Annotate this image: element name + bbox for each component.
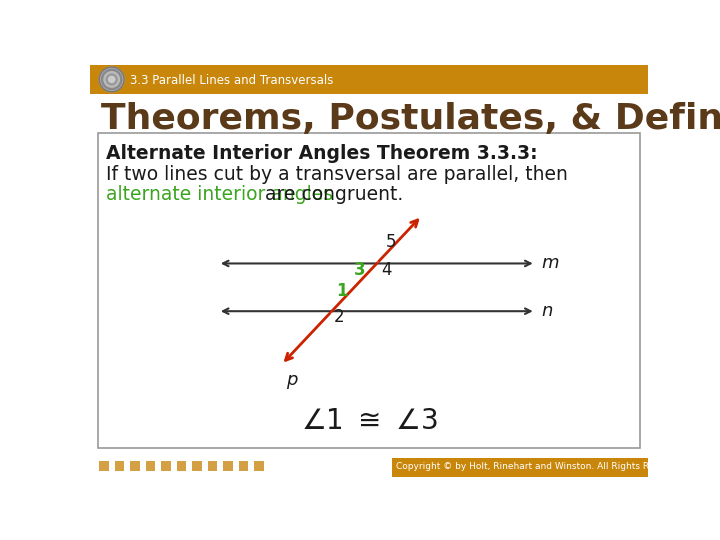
Bar [208,461,217,470]
Text: n: n [541,302,552,320]
Text: 4: 4 [382,261,392,279]
Bar [145,461,155,470]
Text: 5: 5 [386,233,397,251]
Circle shape [107,74,117,85]
Text: Alternate Interior Angles Theorem 3.3.3:: Alternate Interior Angles Theorem 3.3.3: [106,144,537,163]
Bar [130,461,140,470]
Text: 1: 1 [336,282,348,300]
Circle shape [102,70,122,90]
Bar [177,461,186,470]
Bar [239,461,248,470]
Text: are congruent.: are congruent. [259,185,403,205]
Bar [192,461,202,470]
Text: Theorems, Postulates, & Definitions: Theorems, Postulates, & Definitions [101,102,720,136]
Bar [254,461,264,470]
Bar [99,461,109,470]
Circle shape [109,76,114,83]
Text: alternate interior angles: alternate interior angles [106,185,333,205]
Text: p: p [286,371,297,389]
Bar [161,461,171,470]
Bar [392,457,648,477]
Bar [114,461,124,470]
Bar [223,461,233,470]
Circle shape [104,72,120,87]
Bar [90,65,648,94]
Text: $\angle$1 $\cong$ $\angle$3: $\angle$1 $\cong$ $\angle$3 [301,407,437,435]
Text: 2: 2 [333,308,344,326]
Text: If two lines cut by a transversal are parallel, then: If two lines cut by a transversal are pa… [106,165,567,184]
Text: 3: 3 [354,261,365,279]
Text: m: m [541,254,559,273]
Text: Copyright © by Holt, Rinehart and Winston. All Rights Reserved.: Copyright © by Holt, Rinehart and Winsto… [396,462,688,471]
Bar [98,132,640,448]
Circle shape [99,67,124,92]
Text: 3.3 Parallel Lines and Transversals: 3.3 Parallel Lines and Transversals [130,73,333,87]
